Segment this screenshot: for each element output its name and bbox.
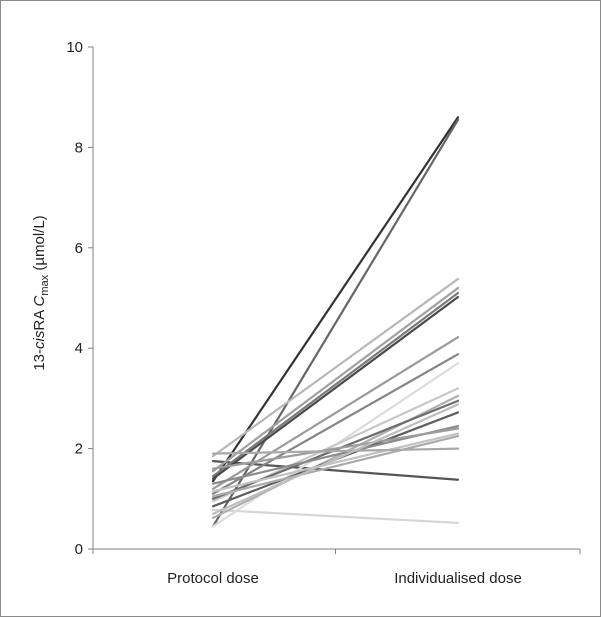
series-line	[211, 427, 460, 470]
y-tick-label: 8	[75, 139, 83, 156]
series-line	[211, 447, 460, 455]
series-line	[211, 432, 460, 493]
y-tick-label: 0	[75, 541, 83, 558]
x-ticks: Protocol dose Individualised dose	[92, 549, 581, 587]
y-axis-label-var: C	[31, 295, 48, 306]
series-line	[211, 277, 460, 458]
y-tick-label: 4	[75, 340, 83, 357]
series-line	[211, 460, 460, 481]
x-category-label: Individualised dose	[394, 570, 522, 587]
series-line	[211, 291, 460, 478]
y-tick-label: 10	[66, 39, 83, 56]
y-axis-label-subscript: max	[39, 274, 51, 295]
series-line	[211, 286, 460, 473]
y-axis-label-italic: cis	[31, 330, 48, 349]
y-axis-label-unit: (µmol/L)	[31, 215, 48, 274]
series-line	[211, 353, 460, 495]
series-line	[211, 116, 460, 483]
y-tick-label: 6	[75, 240, 83, 257]
y-axis-label-mid: RA	[31, 306, 48, 330]
series-line	[211, 118, 460, 528]
y-ticks: 0 2 4 6 8 10	[66, 39, 93, 558]
series-line	[211, 403, 460, 515]
series-line	[211, 336, 460, 490]
y-axis-label-prefix: 13-	[31, 349, 48, 371]
series-line	[211, 295, 460, 480]
series-line	[211, 434, 460, 498]
y-axis-label: 13-cisRA Cmax (µmol/L)	[31, 215, 51, 370]
y-tick-label: 2	[75, 441, 83, 458]
x-category-label: Protocol dose	[167, 570, 259, 587]
series-lines	[211, 116, 460, 528]
series-line	[211, 508, 460, 524]
